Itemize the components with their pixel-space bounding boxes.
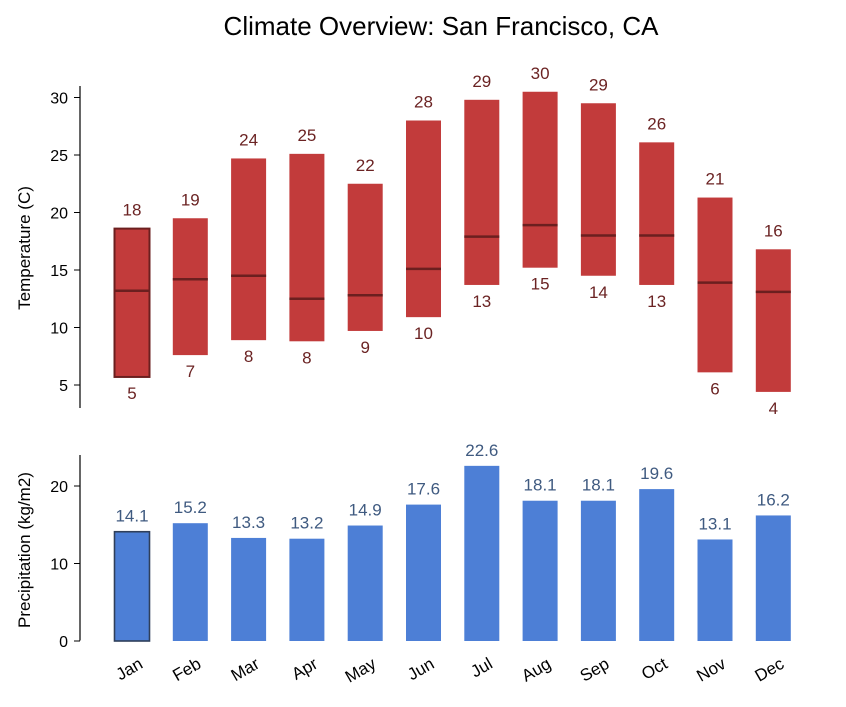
precipitation-value-label: 13.2	[290, 514, 323, 533]
temperature-panel: Temperature (C) 5 10 15 20 25 30 18 5 19 7 24 8 25 8…	[15, 64, 791, 418]
temperature-high-label: 29	[472, 72, 491, 91]
x-tick-label-nov: Nov	[693, 654, 729, 686]
precipitation-value-label: 18.1	[582, 476, 615, 495]
temperature-low-label: 8	[244, 347, 253, 366]
temperature-low-label: 4	[769, 399, 778, 418]
month-x-ticks: Jan Feb Mar Apr May Jun Jul Aug Sep Oct Nov Dec	[113, 654, 788, 687]
temperature-high-label: 28	[414, 93, 433, 112]
precipitation-y-tick-label: 20	[50, 479, 68, 496]
temperature-bar-may	[347, 183, 383, 331]
temperature-bar-jan	[113, 227, 151, 378]
x-tick-label-aug: Aug	[518, 654, 554, 686]
temperature-low-label: 6	[710, 379, 719, 398]
precipitation-bar-jul	[464, 465, 500, 641]
temperature-bar-sep	[580, 103, 616, 276]
precipitation-bar-apr	[289, 538, 325, 641]
precipitation-bar-jan	[113, 530, 151, 642]
precipitation-value-label: 18.1	[524, 476, 557, 495]
chart-title: Climate Overview: San Francisco, CA	[224, 11, 660, 41]
precipitation-bar-nov	[697, 539, 733, 641]
temperature-bar-feb	[172, 218, 208, 356]
temperature-y-tick-label: 15	[50, 263, 68, 280]
temperature-y-tick-label: 25	[50, 148, 68, 165]
temperature-high-label: 26	[647, 114, 666, 133]
precipitation-y-tick-label: 10	[50, 557, 68, 574]
temperature-bar-oct	[639, 142, 675, 285]
precipitation-y-ticks: 0 10 20	[50, 479, 80, 651]
precipitation-value-label: 17.6	[407, 480, 440, 499]
temperature-bar-mar	[231, 158, 267, 341]
temperature-bar-aug	[522, 91, 558, 268]
temperature-y-tick-label: 5	[59, 378, 68, 395]
x-tick-label-jul: Jul	[467, 654, 495, 681]
precipitation-bar-may	[347, 525, 383, 641]
precipitation-bar-dec	[755, 515, 791, 641]
temperature-high-label: 16	[764, 221, 783, 240]
temperature-bar-jul	[464, 99, 500, 285]
temperature-high-label: 21	[706, 170, 725, 189]
precipitation-y-tick-label: 0	[59, 634, 68, 651]
temperature-high-label: 30	[531, 64, 550, 83]
precipitation-bar-mar	[231, 537, 267, 641]
x-tick-label-feb: Feb	[169, 654, 204, 685]
precipitation-value-label: 19.6	[640, 464, 673, 483]
precipitation-value-label: 13.3	[232, 513, 265, 532]
precipitation-value-label: 15.2	[174, 498, 207, 517]
precipitation-bar-oct	[639, 489, 675, 641]
temperature-high-label: 18	[123, 201, 142, 220]
precipitation-value-label: 22.6	[465, 441, 498, 460]
temperature-low-label: 13	[647, 292, 666, 311]
temperature-low-label: 15	[531, 275, 550, 294]
precipitation-labels: 14.1 15.2 13.3 13.2 14.9 17.6 22.6 18.1 18.1 19.6…	[115, 441, 789, 534]
temperature-bars	[113, 91, 791, 392]
temperature-low-label: 10	[414, 324, 433, 343]
temperature-y-axis-label: Temperature (C)	[15, 186, 34, 310]
precipitation-bars	[113, 465, 791, 642]
precipitation-bar-feb	[172, 523, 208, 641]
precipitation-y-axis-label: Precipitation (kg/m2)	[15, 472, 34, 628]
temperature-high-label: 29	[589, 75, 608, 94]
x-tick-label-dec: Dec	[752, 654, 788, 686]
temperature-bar-apr	[289, 153, 325, 342]
temperature-low-label: 14	[589, 283, 608, 302]
temperature-low-label: 9	[360, 338, 369, 357]
temperature-high-label: 25	[297, 126, 316, 145]
temperature-y-tick-label: 20	[50, 206, 68, 223]
precipitation-value-label: 14.1	[115, 507, 148, 526]
temperature-y-tick-label: 30	[50, 91, 68, 108]
temperature-bar-jun	[406, 120, 441, 318]
temperature-y-tick-label: 10	[50, 321, 68, 338]
x-tick-label-jun: Jun	[404, 654, 437, 684]
temperature-low-label: 5	[127, 384, 136, 403]
temperature-low-label: 7	[186, 362, 195, 381]
temperature-bar-dec	[755, 249, 791, 392]
precipitation-value-label: 16.2	[757, 490, 790, 509]
precipitation-value-label: 14.9	[349, 501, 382, 520]
temperature-high-label: 24	[239, 130, 258, 149]
x-tick-label-apr: Apr	[288, 654, 321, 684]
x-tick-label-sep: Sep	[577, 654, 613, 686]
precipitation-value-label: 13.1	[698, 514, 731, 533]
precipitation-panel: Precipitation (kg/m2) 0 10 20 14.1 15.2 13.3…	[15, 441, 802, 651]
temperature-low-label: 8	[302, 348, 311, 367]
temperature-high-label: 22	[356, 156, 375, 175]
x-tick-label-mar: Mar	[228, 654, 263, 685]
temperature-labels: 18 5 19 7 24 8 25 8 22 9 28 10 29 13 30 15 29 14 26 13 21 6 16…	[123, 64, 783, 418]
precipitation-bar-aug	[522, 500, 558, 641]
x-tick-label-jan: Jan	[113, 654, 146, 684]
precipitation-bar-jun	[406, 504, 441, 641]
x-tick-label-oct: Oct	[638, 654, 671, 684]
x-tick-label-may: May	[342, 654, 380, 687]
temperature-high-label: 19	[181, 190, 200, 209]
precipitation-bar-sep	[580, 500, 616, 641]
temperature-y-ticks: 5 10 15 20 25 30	[50, 91, 80, 395]
temperature-bar-nov	[697, 197, 733, 373]
temperature-low-label: 13	[472, 292, 491, 311]
